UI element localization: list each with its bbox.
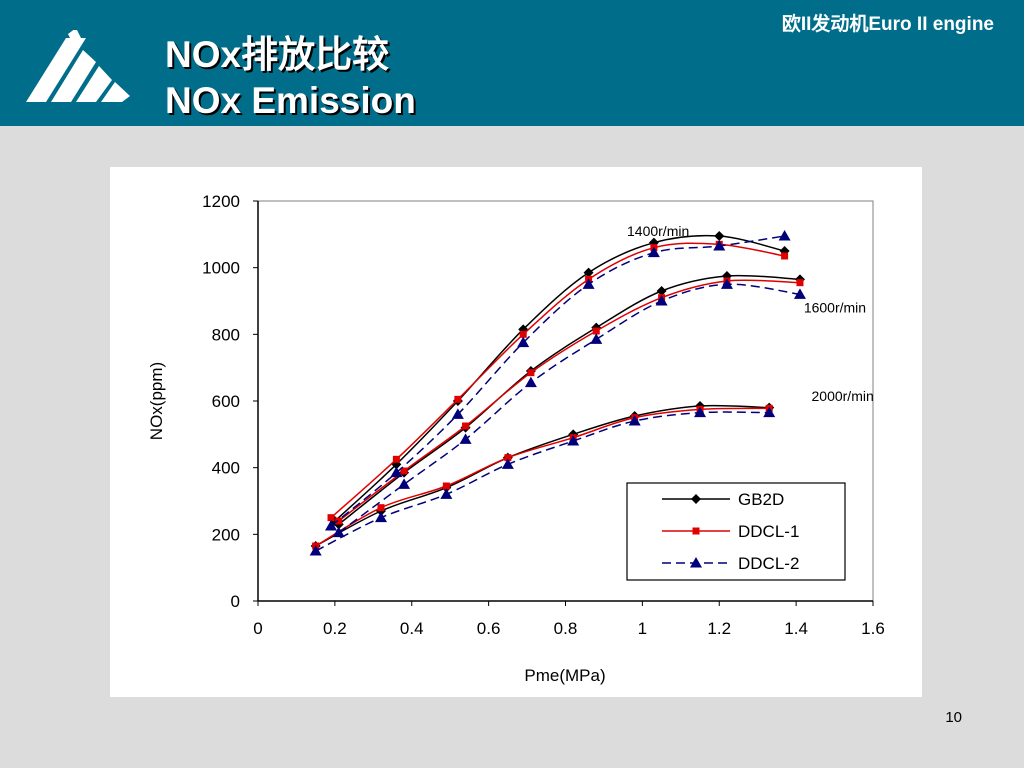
data-point-ddcl-2 bbox=[582, 278, 595, 289]
y-tick-label: 400 bbox=[212, 459, 240, 478]
data-point-ddcl-2 bbox=[720, 278, 733, 289]
series-line-ddcl-1 bbox=[315, 407, 770, 547]
page-title-english: NOx Emission bbox=[165, 80, 416, 121]
data-point-ddcl-1 bbox=[335, 517, 343, 525]
y-tick-label: 600 bbox=[212, 392, 240, 411]
legend-label-gb2d: GB2D bbox=[738, 490, 784, 509]
x-tick-label: 1.4 bbox=[784, 619, 808, 638]
legend-marker-ddcl-1 bbox=[692, 527, 700, 535]
data-point-ddcl-2 bbox=[501, 458, 514, 469]
legend-box bbox=[626, 482, 846, 581]
y-axis-label: NOx(ppm) bbox=[147, 362, 166, 440]
series-line-gb2d bbox=[334, 234, 785, 522]
data-point-ddcl-2 bbox=[628, 415, 641, 426]
nox-emission-chart: 0 0.2 0.4 0.6 0.8 1 1.2 1.4 1.6 0 200 400 600 800 1000… bbox=[147, 192, 885, 685]
data-point-ddcl-2 bbox=[517, 336, 530, 348]
data-point-ddcl-2 bbox=[309, 545, 322, 556]
data-point-ddcl-1 bbox=[442, 482, 450, 490]
y-tick-label: 200 bbox=[212, 525, 240, 544]
x-axis-label: Pme(MPa) bbox=[524, 666, 605, 685]
legend-label-ddcl-2: DDCL-2 bbox=[738, 554, 799, 573]
data-point-ddcl-2 bbox=[655, 295, 668, 306]
series-ddcl-2 bbox=[309, 230, 806, 556]
data-point-ddcl-2 bbox=[375, 511, 387, 523]
data-point-ddcl-2 bbox=[567, 435, 580, 446]
data-point-ddcl-2 bbox=[793, 288, 806, 299]
data-point-ddcl-2 bbox=[524, 376, 537, 388]
legend-marker-gb2d bbox=[691, 494, 701, 504]
legend-label-ddcl-1: DDCL-1 bbox=[738, 522, 799, 541]
legend-entries: GB2D DDCL-1 DDCL-2 bbox=[662, 490, 799, 573]
data-point-ddcl-1 bbox=[377, 504, 385, 512]
header-bar: NOx排放比较 NOx Emission 欧II发动机Euro II engin… bbox=[0, 0, 1024, 126]
x-tick-label: 1.2 bbox=[707, 619, 731, 638]
x-tick-label: 0.2 bbox=[323, 619, 347, 638]
data-point-ddcl-2 bbox=[398, 478, 411, 489]
series-line-ddcl-2 bbox=[315, 411, 770, 552]
data-point-ddcl-1 bbox=[527, 369, 535, 377]
speed-annotation: 1400r/min bbox=[627, 223, 689, 239]
page-number: 10 bbox=[945, 709, 962, 726]
x-tick-label: 1 bbox=[638, 619, 647, 638]
series-line-ddcl-2 bbox=[330, 235, 785, 527]
chart-panel: 0 0.2 0.4 0.6 0.8 1 1.2 1.4 1.6 0 200 400 600 800 1000… bbox=[110, 167, 922, 697]
data-point-gb2d bbox=[714, 231, 725, 241]
series-layer bbox=[309, 230, 806, 556]
data-point-ddcl-1 bbox=[454, 395, 462, 403]
x-tick-label: 0.8 bbox=[554, 619, 578, 638]
data-point-ddcl-2 bbox=[694, 406, 707, 418]
x-tick-label: 0 bbox=[253, 619, 262, 638]
y-tick-label: 1200 bbox=[202, 192, 240, 211]
engine-label: 欧II发动机Euro II engine bbox=[781, 14, 994, 35]
legend: GB2D DDCL-1 DDCL-2 bbox=[626, 482, 846, 581]
series-line-gb2d bbox=[315, 404, 770, 547]
annotation-layer: 1400r/min 1600r/min 2000r/min bbox=[627, 223, 874, 404]
data-point-ddcl-2 bbox=[459, 433, 472, 444]
data-point-ddcl-2 bbox=[713, 240, 726, 251]
page-title-chinese: NOx排放比较 bbox=[165, 34, 390, 75]
x-tick-label: 0.6 bbox=[477, 619, 501, 638]
data-point-ddcl-2 bbox=[778, 230, 791, 241]
data-point-gb2d bbox=[583, 267, 594, 278]
company-logo-icon bbox=[26, 30, 130, 102]
y-tick-label: 0 bbox=[231, 592, 240, 611]
data-point-ddcl-1 bbox=[327, 514, 335, 522]
data-point-ddcl-1 bbox=[592, 327, 600, 335]
data-point-ddcl-2 bbox=[647, 246, 660, 258]
data-point-gb2d bbox=[656, 286, 667, 296]
y-tick-label: 800 bbox=[212, 325, 240, 344]
data-point-ddcl-1 bbox=[504, 454, 512, 462]
data-point-ddcl-2 bbox=[440, 488, 453, 499]
data-point-ddcl-1 bbox=[519, 330, 527, 338]
data-point-ddcl-2 bbox=[763, 406, 776, 418]
data-point-ddcl-2 bbox=[332, 526, 345, 538]
data-point-ddcl-2 bbox=[390, 466, 403, 478]
x-tick-label: 0.4 bbox=[400, 619, 424, 638]
data-point-ddcl-1 bbox=[392, 455, 400, 463]
speed-annotation: 2000r/min bbox=[812, 388, 874, 404]
tick-layer: 0 0.2 0.4 0.6 0.8 1 1.2 1.4 1.6 0 200 400 600 800 1000… bbox=[202, 192, 885, 638]
x-tick-label: 1.6 bbox=[861, 619, 885, 638]
data-point-ddcl-1 bbox=[796, 279, 804, 287]
legend-marker-ddcl-2 bbox=[690, 557, 702, 568]
data-point-ddcl-2 bbox=[325, 520, 338, 531]
data-point-ddcl-2 bbox=[590, 333, 603, 344]
y-tick-label: 1000 bbox=[202, 259, 240, 278]
data-point-ddcl-2 bbox=[451, 408, 464, 419]
data-point-ddcl-1 bbox=[781, 252, 789, 260]
data-point-ddcl-1 bbox=[400, 467, 408, 475]
data-point-ddcl-1 bbox=[462, 422, 470, 430]
speed-annotation: 1600r/min bbox=[804, 300, 866, 316]
